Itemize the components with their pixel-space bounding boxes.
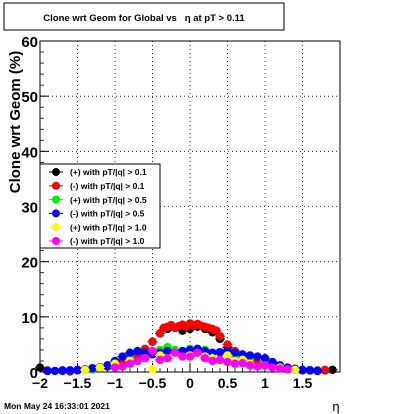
legend-entry: (+) with pT/|q| > 0.1 [49,167,147,177]
y-tick-label: 40 [21,144,38,161]
data-point [125,348,135,357]
data-point [328,365,337,374]
y-tick-label: 30 [21,200,38,217]
legend-entry: (-) with pT/|q| > 0.1 [49,181,145,191]
data-point [155,355,165,365]
y-tick-label: 60 [21,34,38,51]
data-point [118,362,127,371]
legend-label: (+) with pT/|q| > 1.0 [70,222,147,232]
x-tick-label: 0 [186,375,194,391]
legend-entry: (-) with pT/|q| > 0.5 [49,209,145,219]
legend-label: (-) with pT/|q| > 0.5 [70,209,145,219]
data-point [35,363,45,372]
x-tick-label: 1 [261,375,269,391]
y-axis-title: Clone wrt Geom (%) [7,51,24,194]
data-point [148,346,157,356]
legend-marker [52,237,60,245]
x-tick-label: −1 [107,375,123,391]
data-point [208,356,217,366]
data-point [58,366,67,375]
data-point [50,366,60,376]
legend-entry: (+) with pT/|q| > 1.0 [49,222,147,232]
legend-label: (+) with pT/|q| > 0.5 [70,195,147,205]
legend-label: (+) with pT/|q| > 0.1 [70,167,147,177]
data-point [73,365,82,374]
data-point [230,359,240,368]
x-tick-label: −2 [32,375,48,391]
legend-entry: (-) with pT/|q| > 1.0 [49,236,145,246]
data-point [140,354,150,363]
legend: (+) with pT/|q| > 0.1 (-) with pT/|q| > 0… [39,163,161,249]
data-point [230,348,240,357]
data-point [185,352,195,361]
data-point [260,361,270,370]
data-point [290,365,300,374]
y-tick-label: 10 [21,310,38,327]
chart-title-box: Clone wrt Geom for Global vs η at pT > 0… [3,2,285,31]
legend-marker [52,181,60,190]
x-axis-title: η [332,399,339,414]
data-point [170,348,180,357]
legend-marker [52,168,60,176]
data-point [43,366,52,376]
chart-title: Clone wrt Geom for Global vs η at pT > 0… [43,13,245,24]
data-point [80,365,90,374]
x-tick-label: −1.5 [64,375,92,391]
data-point [283,365,292,374]
data-point [103,361,112,370]
x-tick-labels: −2 −1.5 −1 −0.5 0 0.5 1 1.5 [32,375,312,391]
data-point [65,366,75,375]
data-point [95,363,105,372]
legend-marker [52,195,60,204]
data-point [223,340,232,349]
legend-marker [52,223,60,232]
data-point [313,366,322,376]
data-point [148,337,157,346]
data-point [268,363,277,372]
legend-entry: (+) with pT/|q| > 0.5 [49,195,147,205]
data-point [133,346,142,356]
data-point [223,351,232,360]
x-tick-label: 0.5 [218,375,238,391]
data-point [298,365,307,374]
data-point [253,362,262,371]
data-point [320,365,330,374]
data-point [118,352,127,361]
footer-timestamp: Mon May 24 16:33:01 2021 [4,401,110,411]
data-point [215,347,225,357]
data-point [305,366,315,375]
data-point [260,354,270,363]
y-tick-labels: 0 10 20 30 40 50 60 [21,34,38,382]
data-point [125,359,135,368]
data-points [35,319,338,376]
data-point [110,363,120,372]
data-point [223,357,232,367]
y-tick-label: 0 [30,365,38,382]
y-tick-label: 50 [21,89,38,106]
data-point [163,354,172,363]
legend-marker [52,209,60,218]
data-point [200,354,210,363]
data-point [215,355,225,365]
x-tick-label: −0.5 [139,375,167,391]
series-5 [110,346,293,374]
legend-label: (-) with pT/|q| > 0.1 [70,181,145,191]
data-point [193,348,202,357]
data-point [245,351,255,360]
data-point [178,352,187,361]
data-point [133,356,142,366]
data-point [238,358,247,368]
legend-label: (-) with pT/|q| > 1.0 [70,236,145,246]
y-tick-label: 20 [21,255,38,272]
data-point [148,365,157,374]
data-point [88,363,97,373]
data-point [163,346,172,356]
x-tick-label: 1.5 [293,375,313,391]
data-point [275,364,285,373]
data-point [245,361,255,370]
data-point [253,352,262,361]
data-point [215,331,225,341]
